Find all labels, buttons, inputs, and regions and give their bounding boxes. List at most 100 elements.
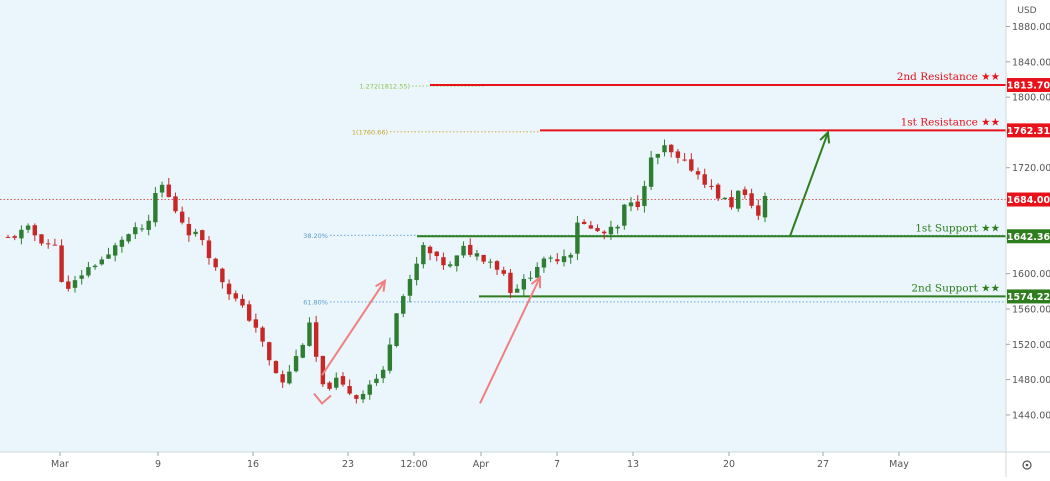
- candle-body: [387, 344, 393, 371]
- candle-body: [280, 374, 285, 383]
- x-tick-label: 9: [155, 459, 161, 470]
- candle-body: [541, 258, 547, 268]
- candle-body: [561, 256, 567, 263]
- candle-body: [729, 197, 734, 208]
- candle-body: [86, 267, 91, 276]
- support-price-tag: [1007, 229, 1050, 244]
- candle-body: [742, 189, 748, 195]
- candle-body: [213, 258, 218, 268]
- candle-body: [273, 361, 279, 374]
- x-tick-label: May: [889, 459, 909, 470]
- candle-body: [200, 230, 205, 241]
- candle-body: [722, 197, 728, 200]
- candle-body: [32, 225, 37, 236]
- candle-body: [45, 243, 51, 245]
- candle-body: [59, 245, 64, 282]
- candle-body: [508, 272, 513, 294]
- candle-body: [112, 245, 118, 256]
- candle-body: [762, 196, 768, 218]
- candle-body: [166, 184, 171, 197]
- candle-body: [756, 205, 761, 216]
- candle-body: [19, 229, 24, 239]
- candle-body: [394, 313, 399, 347]
- x-tick-label: 7: [554, 459, 560, 470]
- candle-body: [461, 245, 466, 256]
- candle-body: [655, 153, 661, 158]
- candle-body: [153, 193, 158, 223]
- current-price-label: 1684.00: [1007, 195, 1050, 206]
- candle-body: [12, 236, 17, 238]
- candle-body: [367, 384, 372, 395]
- fib-level-label: 61.80%: [303, 298, 328, 306]
- candle-body: [468, 244, 473, 255]
- candle-body: [615, 226, 620, 229]
- candle-body: [427, 246, 433, 254]
- resistance-price-tag: [1007, 123, 1050, 138]
- trend-arrow-head: [313, 392, 332, 405]
- candle-body: [334, 377, 339, 388]
- candle-body: [648, 157, 654, 187]
- candle-body: [99, 259, 104, 265]
- candle-body: [535, 266, 540, 278]
- candle-body: [421, 245, 426, 265]
- candle-body: [548, 257, 553, 259]
- candle-body: [401, 296, 406, 314]
- candle-body: [126, 234, 131, 242]
- candle-body: [689, 159, 694, 171]
- candle-body: [220, 268, 225, 283]
- candle-body: [682, 159, 687, 161]
- candle-body: [307, 322, 312, 346]
- x-tick-label: 20: [723, 459, 735, 470]
- candle-body: [193, 231, 198, 235]
- candle-body: [555, 259, 560, 262]
- candle-body: [441, 257, 446, 266]
- candle-body: [133, 227, 138, 235]
- support-level-name: 1st Support ★★: [915, 222, 1000, 234]
- candle-body: [146, 220, 151, 230]
- candle-body: [72, 280, 78, 288]
- candle-body: [119, 239, 125, 247]
- candle-body: [179, 211, 185, 223]
- candle-body: [360, 393, 366, 400]
- trend-arrow-head: [375, 278, 387, 292]
- trend-arrow-head: [819, 130, 831, 144]
- candle-body: [595, 228, 600, 232]
- candle-body: [736, 190, 741, 209]
- y-tick-label: 1600.00: [1012, 269, 1050, 280]
- candle-body: [92, 265, 98, 268]
- candle-body: [354, 395, 359, 399]
- candle-body: [568, 254, 573, 258]
- support-level-name: 2nd Support ★★: [911, 282, 1000, 294]
- candle-body: [253, 319, 259, 328]
- candle-body: [581, 221, 587, 224]
- resistance-price-tag: [1007, 78, 1050, 93]
- fib-level-label: 1.272(1812.55): [359, 83, 410, 91]
- candle-body: [702, 174, 707, 185]
- candle-body: [414, 263, 419, 281]
- x-tick-label: 12:00: [400, 459, 427, 470]
- candle-body: [293, 356, 299, 372]
- candle-body: [622, 204, 627, 226]
- y-tick-label: 1800.00: [1012, 93, 1050, 104]
- candle-body: [695, 171, 701, 175]
- trend-arrow-line: [789, 132, 829, 237]
- candle-body: [514, 288, 520, 293]
- candle-body: [521, 278, 527, 290]
- y-tick-label: 1720.00: [1012, 163, 1050, 174]
- fib-level-label: 1(1760.66): [352, 128, 388, 136]
- candle-body: [5, 236, 11, 238]
- candle-body: [240, 298, 245, 306]
- candle-body: [454, 255, 460, 267]
- candle-body: [313, 322, 319, 357]
- trend-arrow-head: [530, 275, 542, 289]
- candle-body: [260, 327, 265, 342]
- candle-body: [709, 185, 714, 187]
- candle-body: [501, 270, 506, 274]
- candle-body: [347, 386, 352, 394]
- settings-icon[interactable]: [1022, 460, 1032, 470]
- fib-level-label: 38.20%: [303, 232, 328, 240]
- support-price-tag: [1007, 289, 1050, 304]
- candle-body: [635, 201, 640, 208]
- x-tick-label: 16: [247, 459, 259, 470]
